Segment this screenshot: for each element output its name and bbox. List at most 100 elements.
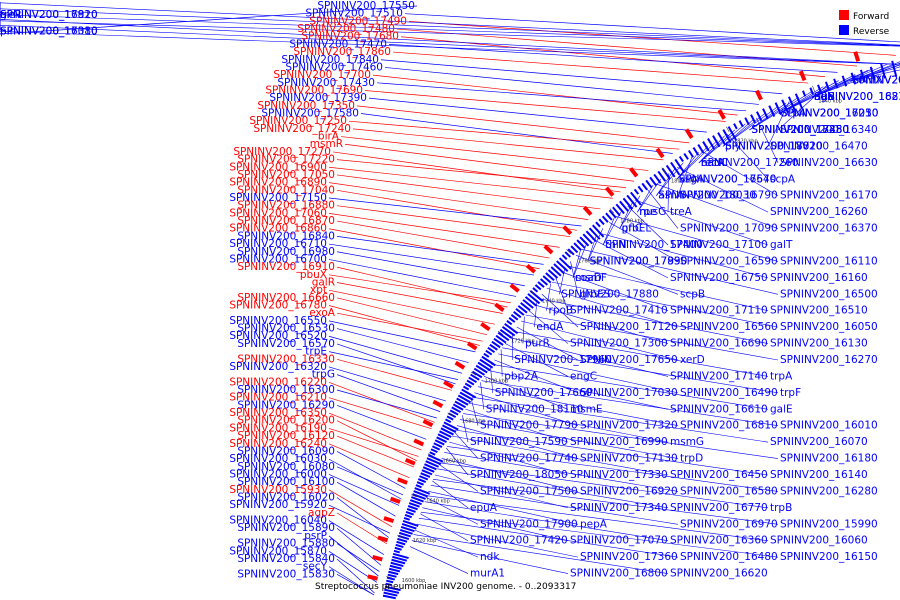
connector-line bbox=[409, 546, 469, 574]
connector-line bbox=[328, 520, 385, 555]
gene-label: SPNINV200_16570 bbox=[237, 338, 335, 350]
reverse-feature bbox=[579, 236, 590, 247]
reverse-feature bbox=[429, 451, 436, 456]
connector-line bbox=[778, 68, 874, 114]
reverse-feature bbox=[570, 245, 579, 254]
reverse-feature bbox=[417, 478, 427, 484]
connector-line bbox=[756, 117, 779, 163]
connector-line bbox=[634, 199, 769, 246]
gene-label: SPNINV200_16050 bbox=[780, 321, 878, 333]
gene-label: SPNINV200_16840 bbox=[237, 230, 335, 242]
connector-line bbox=[459, 419, 679, 459]
tick-label: 1680 kbp bbox=[462, 418, 486, 424]
forward-feature bbox=[543, 244, 554, 255]
reverse-feature bbox=[442, 424, 457, 433]
gene-label: SPNINV200_18270 bbox=[814, 91, 900, 103]
connector-line bbox=[850, 69, 900, 82]
gene-label: plr bbox=[0, 25, 15, 37]
gene-label: SPNINV200_16500 bbox=[780, 288, 878, 300]
tick-label: 1620 kbp bbox=[413, 538, 437, 544]
reverse-feature bbox=[497, 331, 510, 342]
gene-label: SPNINV200_16580 bbox=[680, 485, 778, 497]
gene-label: SPNINV200_17340 bbox=[570, 502, 668, 514]
gene-label: xerD bbox=[680, 354, 705, 366]
gene-label: asnA bbox=[658, 190, 685, 202]
reverse-feature bbox=[850, 72, 857, 85]
reverse-feature bbox=[510, 314, 519, 321]
connector-line bbox=[418, 517, 679, 558]
tick-label: 1600 kbp bbox=[402, 578, 426, 584]
reverse-feature bbox=[532, 287, 539, 293]
gene-label: ndk bbox=[480, 551, 500, 563]
reverse-feature bbox=[576, 239, 586, 249]
reverse-feature bbox=[456, 397, 469, 406]
gene-label: SPNINV200_16900 bbox=[229, 161, 327, 173]
gene-label: aqpZ bbox=[308, 507, 335, 519]
reverse-feature bbox=[397, 537, 408, 543]
gene-label: SPNINV200_17400 bbox=[605, 239, 703, 251]
gene-label: SPNINV200_16010 bbox=[780, 420, 878, 432]
tick-label: 1820 kbp bbox=[734, 139, 758, 145]
connector-line bbox=[328, 320, 476, 353]
connector-line bbox=[0, 8, 900, 46]
forward-feature bbox=[432, 399, 444, 408]
gene-label: ply bbox=[725, 140, 741, 152]
reverse-feature bbox=[506, 319, 513, 326]
gene-label: pepA bbox=[580, 518, 608, 530]
connector-line bbox=[340, 136, 649, 171]
connector-line bbox=[676, 152, 699, 180]
gene-label: SPNINV200_16350 bbox=[229, 407, 327, 419]
reverse-feature bbox=[633, 188, 640, 195]
reverse-feature bbox=[396, 540, 406, 546]
connector-line bbox=[481, 380, 779, 427]
gene-label: SPNINV200_15830 bbox=[237, 568, 335, 580]
genome-caption: Streptococcus pneumoniae INV200 genome. … bbox=[315, 582, 576, 592]
gene-label: SPNINV200_17430 bbox=[277, 77, 375, 89]
reverse-feature bbox=[454, 400, 467, 409]
gene-label: groES bbox=[580, 288, 611, 300]
gene-label: SPNINV200_16880 bbox=[237, 200, 335, 212]
reverse-feature bbox=[424, 463, 437, 471]
gene-label: rpoB bbox=[549, 305, 574, 317]
gene-label: SPNINV200_17840 bbox=[281, 54, 379, 66]
reverse-feature bbox=[479, 358, 494, 369]
reverse-feature bbox=[683, 152, 689, 160]
reverse-feature bbox=[437, 433, 450, 441]
gene-label: rpe bbox=[639, 206, 656, 218]
reverse-feature bbox=[537, 281, 545, 288]
connector-line bbox=[850, 64, 900, 82]
reverse-feature bbox=[787, 96, 796, 111]
gene-label: galR bbox=[312, 276, 335, 288]
gene-label: SPNINV200_17410 bbox=[570, 305, 668, 317]
gene-label: SPNINV200_17580 bbox=[261, 108, 359, 120]
gene-label: SPNINV200_17380 bbox=[751, 124, 849, 136]
reverse-feature bbox=[433, 442, 443, 448]
reverse-feature bbox=[774, 102, 782, 115]
connector-line bbox=[575, 255, 679, 295]
connector-line bbox=[677, 156, 693, 196]
reverse-feature bbox=[451, 406, 462, 414]
reverse-feature bbox=[436, 436, 447, 443]
gene-label: treR bbox=[0, 9, 22, 21]
forward-feature bbox=[413, 438, 425, 447]
gene-label: SPNINV200_16100 bbox=[237, 476, 335, 488]
reverse-feature bbox=[405, 511, 414, 516]
reverse-feature bbox=[727, 126, 738, 142]
connector-line bbox=[336, 435, 415, 468]
gene-label: SPNINV200_16990 bbox=[570, 436, 668, 448]
connector-line bbox=[336, 343, 456, 385]
connector-line bbox=[566, 265, 769, 312]
connector-line bbox=[0, 5, 418, 35]
connector-line bbox=[474, 392, 579, 427]
gene-label: SPNINV200_16780 bbox=[229, 300, 327, 312]
connector-line bbox=[336, 159, 626, 188]
gene-label: SPNINV200_17300 bbox=[570, 338, 668, 350]
legend-swatch-reverse bbox=[839, 25, 849, 35]
connector-line bbox=[328, 351, 459, 380]
connector-line bbox=[602, 211, 622, 246]
reverse-feature bbox=[473, 367, 486, 376]
gene-label: SPNINV200_17080 bbox=[0, 25, 98, 37]
connector-line bbox=[328, 504, 391, 534]
connector-line bbox=[0, 20, 900, 47]
